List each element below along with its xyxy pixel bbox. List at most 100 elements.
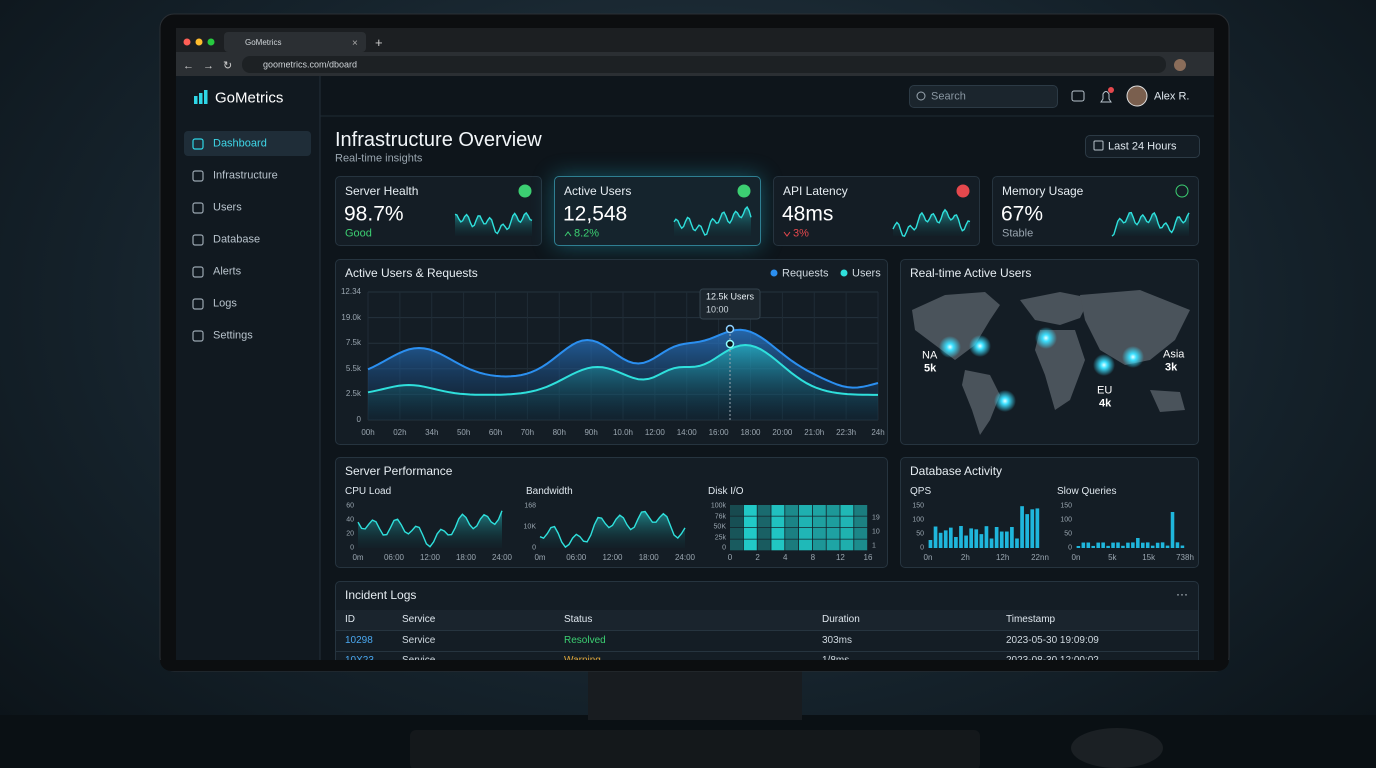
y-tick-label: 0 [920,544,924,552]
x-tick-label: 14:00 [676,428,697,437]
table-row-divider [336,651,1198,652]
column-header: Duration [822,614,860,625]
window-close[interactable] [183,38,191,46]
heat-cell [840,505,854,516]
x-tick-label: 21:0h [804,428,825,437]
chat-icon[interactable] [1071,90,1085,102]
x-tick-label: 12h [995,553,1010,562]
x-tick-label: 738h [1176,553,1194,562]
heat-cell [743,539,757,551]
db-bar [1170,512,1175,548]
browser-avatar [1174,59,1186,71]
kpi-label: API Latency [783,184,848,198]
region-name: EU [1097,384,1113,397]
sidebar [176,76,320,660]
nav-active [184,131,311,156]
section-title: Server Performance [345,464,453,478]
heat-cell [812,539,826,551]
table-cell: 10298 [345,635,373,646]
nav-item[interactable]: Alerts [213,265,242,278]
x-tick-label: 00h [361,428,375,437]
kpi-value: 67% [1001,202,1044,226]
heat-cell [757,539,771,551]
db-bar [1126,542,1130,548]
requests-line [367,328,879,389]
heat-cell [771,505,785,516]
y-tick-label: 100 [1060,516,1072,524]
legend-swatch [770,269,778,277]
y-tick-label: 150 [912,502,924,510]
monitor-stand [588,668,802,720]
nav-item[interactable]: Settings [213,329,253,342]
page-title: Infrastructure Overview [335,129,542,151]
x-tick-label: 24:00 [491,553,513,562]
more-menu[interactable]: ··· [1176,587,1188,601]
perf-sparkline-area [358,510,502,548]
y-tick-label: 2.5k [345,389,361,399]
heat-cell [743,505,757,516]
heat-cell [757,528,771,539]
x-tick-label: 0n [1071,553,1081,562]
window-max[interactable] [207,38,215,46]
table-cell: 303ms [822,635,853,646]
db-bar [964,535,968,548]
browser-nav[interactable]: → [203,60,214,72]
kpi-note: 8.2% [574,227,600,240]
heat-cell [854,516,868,528]
bell-icon[interactable] [1100,91,1112,103]
db-bar [1131,542,1135,548]
heat-cell [812,516,826,528]
nav-item[interactable]: Database [213,233,261,246]
nav-item[interactable]: Logs [213,297,237,310]
heat-cell [826,516,840,528]
db-bar [1160,542,1165,548]
y-tick-label: 0 [532,544,536,552]
db-bar [1015,538,1019,548]
kpi-value: 98.7% [344,202,404,226]
perf-sparkline [357,510,503,548]
keyboard [410,730,980,768]
x-tick-label: 22nn [1031,553,1049,562]
window-min[interactable] [195,38,203,46]
db-bar [1020,506,1024,548]
map-title: Real-time Active Users [910,266,1032,280]
x-tick-label: 12:00 [602,553,623,562]
kpi-sparkline-area [674,207,751,236]
table-cell: Resolved [564,635,606,646]
heat-cell [743,516,757,528]
heat-cell [785,528,799,539]
new-tab[interactable]: + [375,35,383,50]
browser-nav[interactable]: ↻ [223,60,232,72]
heat-cell [785,516,799,528]
x-tick-label: 18:00 [455,553,477,562]
y-tick-label: 0 [722,544,726,552]
browser-nav[interactable]: ← [183,60,194,72]
heat-cell [854,528,868,539]
nav-item[interactable]: Dashboard [213,137,267,150]
y2-tick-label: 10 [872,528,880,536]
x-tick-label: 2h [960,553,970,562]
continent [1150,390,1185,412]
nav-item[interactable]: Infrastructure [213,169,278,182]
y-tick-label: 12.34 [340,287,361,296]
nav-item[interactable]: Users [213,201,242,214]
db-bar [959,526,963,548]
y-tick-label: 100 [912,516,924,524]
column-header: Status [564,614,593,625]
x-tick-label: 50h [456,428,471,437]
panel-title: CPU Load [345,486,392,497]
tooltip-dot [725,339,735,349]
brand-logo [204,90,208,104]
continent [912,292,1000,360]
bell-badge [1108,87,1114,93]
continent [1080,290,1190,365]
db-bar [984,526,989,548]
db-bar [1101,542,1105,548]
activity-glow [939,336,961,358]
region-name: NA [922,349,938,362]
kpi-note: Good [345,227,372,240]
heat-cell [854,505,868,516]
range-label[interactable]: Last 24 Hours [1108,140,1177,153]
user-name[interactable]: Alex R. [1154,90,1190,103]
nav-icon [192,330,204,342]
